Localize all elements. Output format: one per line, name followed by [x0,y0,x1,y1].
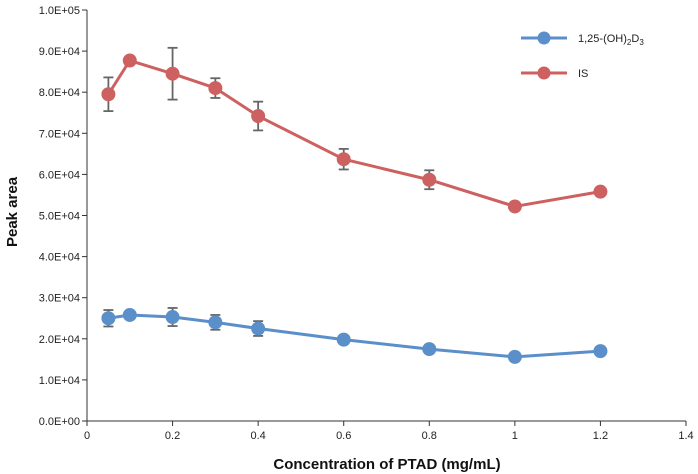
data-point [251,321,266,336]
series-line [108,313,601,359]
y-tick-label: 7.0E+04 [39,128,80,140]
y-ticks: 0.0E+00 1.0E+04 2.0E+04 3.0E+04 4.0E+04 5.0E+… [39,5,87,428]
x-ticks: 0 0.2 0.4 0.6 0.8 1 1.2 1.4 [84,421,694,442]
data-point [165,66,180,81]
data-point [101,87,116,102]
y-tick-label: 1.0E+05 [39,5,80,17]
x-tick-label: 0.4 [250,430,265,442]
data-point [251,109,266,124]
x-tick-label: 0.8 [422,430,437,442]
series-layer [101,46,608,364]
data-point [422,172,437,187]
data-point [422,342,437,357]
series-is [101,46,608,214]
legend-marker [537,31,551,45]
x-axis-title: Concentration of PTAD (mg/mL) [273,456,500,473]
data-point [122,53,137,68]
x-tick-label: 1.4 [678,430,693,442]
y-tick-label: 8.0E+04 [39,87,80,99]
y-tick-label: 0.0E+00 [39,416,80,428]
legend-item: 1,25-(OH)2D3 [521,31,644,47]
x-tick-label: 1 [512,430,518,442]
x-tick-label: 1.2 [593,430,608,442]
y-tick-label: 3.0E+04 [39,293,80,305]
legend-marker [537,66,551,80]
y-tick-label: 5.0E+04 [39,211,80,223]
data-point [208,315,223,330]
x-tick-label: 0.6 [336,430,351,442]
y-tick-label: 2.0E+04 [39,334,80,346]
x-tick-label: 0.2 [165,430,180,442]
legend-label: IS [578,68,588,80]
data-point [336,152,351,167]
data-point [122,307,137,322]
data-point [507,349,522,364]
data-point [101,311,116,326]
series-line [107,59,601,208]
data-point [593,184,608,199]
legend: 1,25-(OH)2D3 IS [521,31,644,80]
y-tick-label: 9.0E+04 [39,46,80,58]
y-tick-label: 1.0E+04 [39,375,80,387]
legend-item: IS [521,66,588,80]
data-point [208,81,223,96]
data-point [165,310,180,325]
data-point [593,344,608,359]
data-point [507,199,522,214]
y-tick-label: 6.0E+04 [39,169,80,181]
legend-label: 1,25-(OH)2D3 [578,33,644,47]
y-axis-title: Peak area [4,176,21,247]
x-tick-label: 0 [84,430,90,442]
data-point [336,332,351,347]
series-vitamin-d [101,307,608,364]
y-tick-label: 4.0E+04 [39,252,80,264]
